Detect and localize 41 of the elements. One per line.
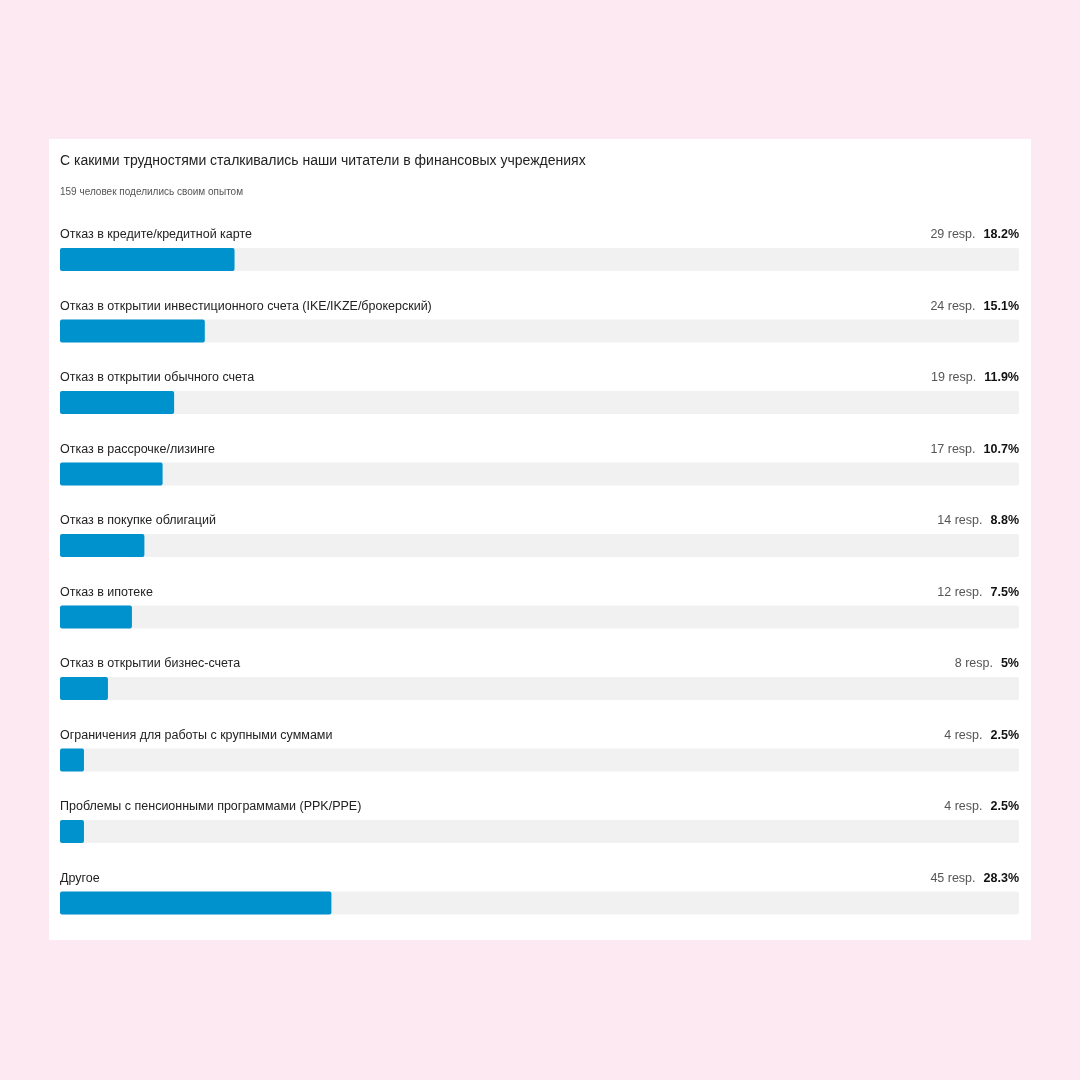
- annotation: 24 resp.: [930, 298, 976, 313]
- bar: [60, 677, 108, 700]
- data-label: 2.5%: [990, 727, 1019, 742]
- chart-title: С какими трудностями сталкивались наши читатели в финансовых учреждениях: [60, 152, 586, 168]
- y-tick-label: Отказ в кредите/кредитной карте: [60, 227, 253, 241]
- bar: [60, 248, 235, 271]
- bar: [60, 748, 84, 772]
- data-label: 11.9%: [984, 370, 1019, 384]
- bar: [60, 462, 163, 486]
- y-tick-label: Отказ в ипотеке: [60, 584, 153, 599]
- annotation: 8 resp.: [954, 656, 993, 670]
- annotation: 45 resp.: [930, 870, 976, 885]
- bar: [60, 391, 175, 414]
- annotation: 4 resp.: [944, 727, 983, 742]
- bar: [60, 319, 205, 343]
- data-label: 18.2%: [983, 227, 1019, 241]
- annotation: 19 resp.: [931, 370, 977, 384]
- annotation: 4 resp.: [944, 799, 983, 813]
- bar: [60, 605, 132, 629]
- y-tick-label: Отказ в рассрочке/лизинге: [60, 441, 216, 456]
- annotation: 12 resp.: [937, 584, 983, 599]
- annotation: 17 resp.: [930, 441, 976, 456]
- data-label: 28.3%: [983, 870, 1019, 885]
- y-tick-label: Отказ в открытии бизнес-счета: [60, 656, 241, 670]
- data-label: 5%: [1000, 656, 1019, 670]
- annotation: 29 resp.: [930, 227, 976, 241]
- y-tick-label: Другое: [60, 870, 100, 885]
- bar: [60, 820, 84, 843]
- y-tick-label: Отказ в открытии обычного счета: [60, 370, 255, 384]
- data-label: 10.7%: [983, 441, 1019, 456]
- data-label: 8.8%: [990, 513, 1019, 527]
- data-label: 15.1%: [983, 298, 1019, 313]
- bar: [60, 534, 145, 557]
- y-tick-label: Отказ в открытии инвестиционного счета (IKE/IKZE/брокерский): [60, 298, 432, 313]
- y-tick-label: Ограничения для работы с крупными суммами: [60, 727, 333, 742]
- data-label: 2.5%: [990, 799, 1019, 813]
- y-tick-label: Отказ в покупке облигаций: [60, 513, 216, 527]
- data-label: 7.5%: [990, 584, 1019, 599]
- y-tick-label: Проблемы с пенсионными программами (PPK/PPE): [60, 799, 362, 813]
- chart-subtitle: 159 человек поделились своим опытом: [60, 186, 244, 197]
- annotation: 14 resp.: [937, 513, 983, 527]
